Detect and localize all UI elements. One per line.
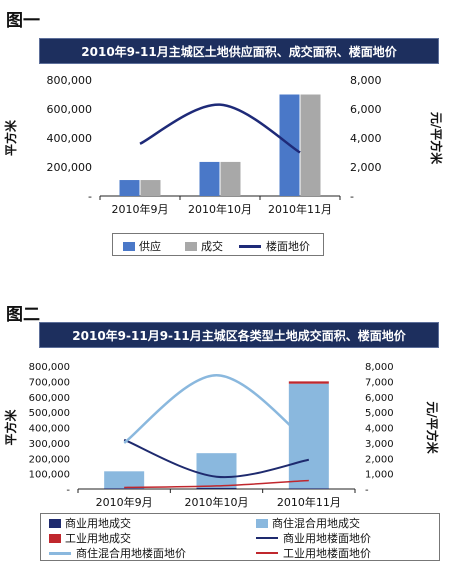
legend-label: 商业用地楼面地价 [283, 532, 371, 545]
legend-item: 商业用地成交 [49, 515, 131, 531]
y-tick-label: 300,000 [29, 439, 70, 450]
line-楼面地价 [139, 103, 301, 154]
legend-label: 供应 [139, 240, 161, 253]
y2-tick-label: 8,000 [350, 74, 382, 87]
y2-tick-label: - [350, 190, 354, 203]
figure-1-label: 图一 [6, 11, 40, 31]
legend-label: 商住混合用地成交 [272, 517, 360, 530]
y-tick-label: 200,000 [47, 161, 93, 174]
legend-item: 工业用地楼面地价 [256, 545, 371, 561]
line-工业用地楼面地价 [124, 479, 309, 489]
bar-工业用地成交 [288, 381, 329, 384]
bar-供应 [199, 161, 220, 196]
bar-成交 [220, 161, 241, 196]
y2-tick-label: 2,000 [350, 161, 382, 174]
chart-1-legend: 供应 成交 楼面地价 [112, 233, 324, 256]
legend-label: 楼面地价 [266, 240, 310, 253]
bar-商业用地成交 [196, 487, 237, 489]
line-商业用地楼面地价 [123, 438, 310, 479]
y2-tick-label: 7,000 [365, 377, 394, 388]
x-tick-label: 2010年10月 [185, 495, 249, 509]
chart-1: - 200,000 400,000 600,000 800,000 - 2,000 4,000… [3, 74, 444, 216]
figure-1-title: 2010年9-11月主城区土地供应面积、成交面积、楼面地价 [39, 38, 439, 64]
x-tick-label: 2010年11月 [277, 495, 341, 509]
y2-axis-title: 元/平方米 [429, 112, 444, 165]
y2-tick-label: 4,000 [350, 132, 382, 145]
figure-2-label: 图二 [6, 305, 40, 325]
y-tick-label: 200,000 [29, 454, 70, 465]
y-tick-label: 100,000 [29, 470, 70, 481]
bar-商住混合用地成交 [288, 383, 329, 489]
legend-swatch [49, 518, 61, 528]
legend-swatch [256, 518, 268, 528]
legend-item: 成交 [185, 238, 223, 254]
legend-label: 成交 [201, 240, 223, 253]
legend-label: 工业用地楼面地价 [283, 547, 371, 560]
legend-swatch [256, 537, 278, 539]
y-tick-label: 400,000 [47, 132, 93, 145]
y2-tick-label: 2,000 [365, 454, 394, 465]
legend-swatch [49, 533, 61, 543]
chart-2-legend: 商业用地成交 商住混合用地成交工业用地成交 商业用地楼面地价商住混合用地楼面地价 工业… [40, 513, 440, 561]
line-商住混合用地楼面地价 [123, 373, 310, 444]
figure-2-title: 2010年9-11月9-11月主城区各类型土地成交面积、楼面地价 [39, 322, 439, 348]
y-tick-label: 800,000 [29, 362, 70, 373]
legend-item: 楼面地价 [239, 238, 310, 254]
y2-tick-label: 3,000 [365, 439, 394, 450]
y-tick-label: - [66, 485, 70, 496]
legend-item: 商住混合用地楼面地价 [49, 545, 186, 561]
bar-成交 [140, 180, 161, 196]
y-axis-title: 平方米 [3, 119, 18, 156]
y2-tick-label: 6,000 [350, 103, 382, 116]
bar-供应 [119, 180, 140, 196]
legend-item: 商业用地楼面地价 [256, 530, 371, 546]
x-tick-label: 2010年11月 [268, 202, 332, 216]
y2-tick-label: 5,000 [365, 408, 394, 419]
y-tick-label: 600,000 [47, 103, 93, 116]
y2-tick-label: 8,000 [365, 362, 394, 373]
x-tick-label: 2010年9月 [112, 202, 169, 216]
legend-swatch [49, 551, 71, 555]
bar-商业用地成交 [104, 488, 145, 489]
y-tick-label: 800,000 [47, 74, 93, 87]
bar-商住混合用地成交 [104, 471, 145, 489]
legend-label: 商住混合用地楼面地价 [76, 547, 186, 560]
legend-swatch [185, 241, 197, 251]
y-tick-label: 600,000 [29, 393, 70, 404]
y2-tick-label: 6,000 [365, 393, 394, 404]
legend-label: 商业用地成交 [65, 517, 131, 530]
bar-成交 [300, 94, 321, 196]
bar-商住混合用地成交 [196, 453, 237, 488]
legend-swatch [256, 552, 278, 554]
y2-tick-label: 1,000 [365, 470, 394, 481]
legend-swatch [123, 241, 135, 251]
y-tick-label: 400,000 [29, 424, 70, 435]
chart-2: - 100,000 200,000 300,000 400,000 500,000 600,… [3, 362, 440, 509]
y2-tick-label: - [365, 485, 369, 496]
bar-商业用地成交 [288, 488, 329, 489]
y2-tick-label: 4,000 [365, 424, 394, 435]
x-tick-label: 2010年10月 [188, 202, 252, 216]
y-tick-label: - [88, 190, 92, 203]
y2-axis-title: 元/平方米 [425, 401, 440, 454]
legend-item: 商住混合用地成交 [256, 515, 360, 531]
x-tick-label: 2010年9月 [96, 495, 153, 509]
y-tick-label: 500,000 [29, 408, 70, 419]
legend-label: 工业用地成交 [65, 532, 131, 545]
y-tick-label: 700,000 [29, 377, 70, 388]
legend-item: 工业用地成交 [49, 530, 131, 546]
legend-item: 供应 [123, 238, 161, 254]
y-axis-title: 平方米 [3, 409, 18, 446]
legend-swatch [239, 244, 261, 248]
